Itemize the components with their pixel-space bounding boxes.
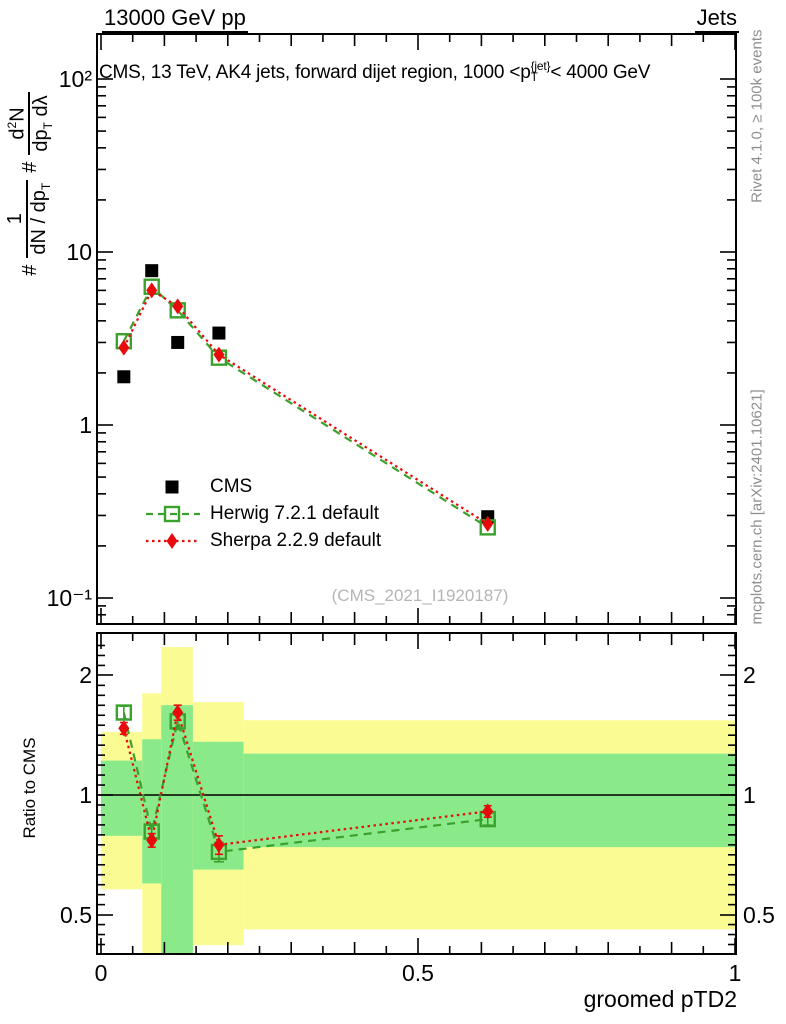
herwig-marker-icon bbox=[146, 505, 200, 522]
legend-label-herwig: Herwig 7.2.1 default bbox=[210, 502, 379, 524]
tick-label: 1 bbox=[743, 782, 756, 808]
tick-label: 1 bbox=[79, 412, 92, 438]
tick-label: 2 bbox=[79, 661, 92, 688]
legend-item-cms: CMS bbox=[146, 473, 381, 500]
ylabel-hash-1: # bbox=[18, 264, 41, 276]
tick-label: 0.5 bbox=[60, 902, 92, 929]
tick-label: 0.5 bbox=[743, 902, 775, 929]
legend-label-cms: CMS bbox=[210, 475, 253, 497]
legend-label-sherpa: Sherpa 2.2.9 default bbox=[210, 529, 382, 551]
ylabel-hash-2: # bbox=[18, 161, 41, 173]
header-process: Jets bbox=[694, 5, 739, 33]
analysis-watermark: (CMS_2021_I1920187) bbox=[331, 586, 509, 605]
rivet-version-note: Rivet 4.1.0, ≥ 100k events bbox=[748, 29, 766, 203]
tick-label: 0.5 bbox=[402, 960, 434, 986]
legend-item-herwig: Herwig 7.2.1 default bbox=[146, 500, 381, 527]
x-axis-label: groomed pTD2 bbox=[583, 986, 737, 1012]
header-beam-energy: 13000 GeV pp bbox=[102, 5, 248, 33]
tick-label: 2 bbox=[743, 661, 756, 688]
tick-label: 10⁻¹ bbox=[46, 585, 92, 611]
tick-label: 1 bbox=[728, 960, 742, 986]
tick-label: 10 bbox=[66, 239, 92, 265]
tick-label: 1 bbox=[79, 782, 92, 808]
legend-item-sherpa: Sherpa 2.2.9 default bbox=[146, 527, 381, 554]
tick-label: 10² bbox=[58, 66, 92, 92]
tick-label: 0 bbox=[94, 960, 108, 986]
legend: CMS Herwig 7.2.1 default Sherpa 2.2.9 de… bbox=[146, 473, 381, 554]
mcplots-arxiv-note: mcplots.cern.ch [arXiv:2401.10621] bbox=[748, 389, 766, 625]
sherpa-marker-icon bbox=[146, 532, 200, 549]
pt-jet-stack: {jet} T bbox=[530, 59, 551, 84]
ylabel-frac2-denominator: dpT dλ bbox=[30, 95, 56, 152]
ratio-plot bbox=[96, 632, 737, 955]
plot-title: CMS, 13 TeV, AK4 jets, forward dijet reg… bbox=[99, 59, 651, 84]
main-plot bbox=[96, 33, 737, 625]
ylabel-frac2-numerator: d2N bbox=[0, 92, 31, 155]
cms-marker-icon bbox=[165, 480, 179, 493]
ylabel-fraction-2: d2N dpT dλ bbox=[0, 92, 60, 155]
